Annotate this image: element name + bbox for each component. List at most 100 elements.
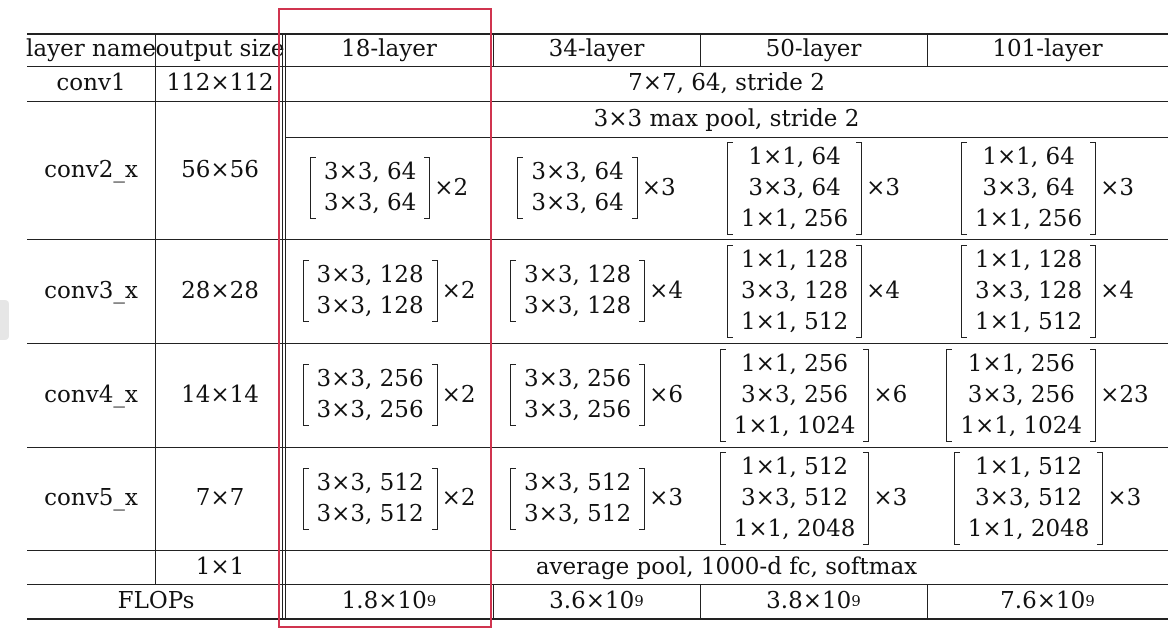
final-spec: average pool, 1000-d fc, softmax [535,553,918,580]
block-line: 3×3, 64 [531,159,624,185]
left-bracket [961,141,968,235]
block-lines: 1×1, 512 3×3, 512 1×1, 2048 [726,452,864,545]
block-multiplier: ×3 [641,174,676,201]
final-output: 1×1 [195,553,245,580]
conv2_x-block-34-layer: 3×3, 64 3×3, 64 ×3 [493,137,700,239]
block-line: 1×1, 128 [975,246,1083,273]
block-line: 3×3, 256 [741,381,849,408]
conv5_x-block-101-layer: 1×1, 512 3×3, 512 1×1, 2048 ×3 [927,447,1168,550]
flops-101-layer: 7.6×10 9 [1000,587,1095,614]
header-18-layer: 18-layer [341,36,437,62]
block-lines: 3×3, 64 3×3, 64 [523,157,631,219]
flops-value: 3.6×10 [549,587,635,614]
conv2_x-output: 56×56 [181,156,259,183]
conv5_x-name: conv5_x [44,485,138,511]
flops-label: FLOPs [117,587,195,614]
left-bracket [302,467,309,530]
block-line: 1×1, 128 [741,246,849,273]
col-rule-3 [493,33,494,66]
conv3_x-output: 28×28 [181,277,259,304]
block-lines: 1×1, 128 3×3, 128 1×1, 512 [733,245,856,338]
right-bracket [639,260,646,322]
block-multiplier: ×23 [1100,381,1149,408]
block-matrix: 3×3, 256 3×3, 256 ×2 [302,364,475,426]
block-line: 1×1, 64 [982,143,1075,170]
right-bracket [856,141,863,235]
left-bracket [727,141,734,235]
rule-conv1 [27,101,1168,102]
right-bracket [639,364,646,426]
block-lines: 3×3, 256 3×3, 256 [516,364,639,426]
col-rule-1 [155,33,156,584]
block-matrix: 1×1, 64 3×3, 64 1×1, 256 ×3 [961,141,1134,235]
conv3_x-name: conv3_x [44,277,138,304]
left-bracket [510,260,517,322]
block-line: 3×3, 512 [316,469,424,496]
conv3_x-block-18-layer: 3×3, 128 3×3, 128 ×2 [285,239,493,343]
block-matrix: 3×3, 64 3×3, 64 ×3 [517,157,676,219]
rule-header [27,66,1168,67]
col-rule-3-flops [493,584,494,618]
block-line: 3×3, 256 [316,397,424,423]
conv1-spec: 7×7, 64, stride 2 [628,70,825,96]
conv4_x-output: 14×14 [181,381,259,408]
block-line: 3×3, 128 [524,262,632,288]
right-bracket [856,244,863,338]
maxpool-spec: 3×3 max pool, stride 2 [593,105,860,132]
block-line: 3×3, 64 [531,190,624,216]
block-matrix: 1×1, 256 3×3, 256 1×1, 1024 ×23 [946,348,1149,442]
right-bracket [1090,244,1097,338]
header-50-layer: 50-layer [765,36,862,62]
conv5_x-block-34-layer: 3×3, 512 3×3, 512 ×3 [493,447,700,550]
header-34-layer: 34-layer [548,36,645,62]
flops-34-layer: 3.6×10 9 [549,587,644,614]
block-line: 1×1, 256 [967,350,1075,377]
block-line: 3×3, 128 [316,262,424,288]
right-bracket [863,452,870,545]
conv4_x-block-101-layer: 1×1, 256 3×3, 256 1×1, 1024 ×23 [927,343,1168,447]
block-line: 1×1, 1024 [733,412,856,439]
conv2_x-block-18-layer: 3×3, 64 3×3, 64 ×2 [285,137,493,239]
block-line: 3×3, 256 [524,397,632,423]
block-matrix: 3×3, 64 3×3, 64 ×2 [309,157,468,219]
right-bracket [1097,452,1104,545]
flops-50-layer: 3.8×10 9 [766,587,861,614]
left-bracket [953,452,960,545]
conv3_x-block-101-layer: 1×1, 128 3×3, 128 1×1, 512 ×4 [927,239,1168,343]
block-line: 1×1, 2048 [733,516,856,542]
block-line: 1×1, 512 [741,308,849,335]
block-line: 3×3, 256 [316,366,424,392]
left-bracket [302,364,309,426]
col-rule-4 [700,33,701,66]
rule-conv4 [27,447,1168,448]
rule-conv3 [27,343,1168,344]
block-lines: 3×3, 128 3×3, 128 [516,260,639,322]
left-bracket [719,452,726,545]
flops-value: 7.6×10 [1000,587,1086,614]
block-line: 1×1, 256 [741,205,849,232]
conv2_x-block-101-layer: 1×1, 64 3×3, 64 1×1, 256 ×3 [927,137,1168,239]
conv2_x-name: conv2_x [44,156,138,183]
block-line: 1×1, 512 [741,454,849,480]
block-multiplier: ×4 [1100,277,1134,304]
left-bracket [961,244,968,338]
conv1-name: conv1 [56,70,126,96]
left-bracket [510,467,517,530]
block-line: 1×1, 512 [975,308,1083,335]
left-bracket [946,348,953,442]
block-matrix: 1×1, 128 3×3, 128 1×1, 512 ×4 [727,244,900,338]
block-lines: 1×1, 256 3×3, 256 1×1, 1024 [952,349,1090,442]
block-multiplier: ×3 [649,485,683,511]
conv5_x-block-18-layer: 3×3, 512 3×3, 512 ×2 [285,447,493,550]
block-matrix: 1×1, 256 3×3, 256 1×1, 1024 ×6 [719,348,907,442]
conv1-output: 112×112 [166,70,274,96]
block-line: 3×3, 512 [524,500,632,527]
block-multiplier: ×3 [1107,485,1142,511]
block-lines: 3×3, 256 3×3, 256 [309,364,432,426]
scroll-tab[interactable] [0,300,9,340]
block-lines: 1×1, 256 3×3, 256 1×1, 1024 [726,349,864,442]
block-matrix: 1×1, 128 3×3, 128 1×1, 512 ×4 [961,244,1134,338]
block-matrix: 3×3, 512 3×3, 512 ×2 [302,467,475,530]
flops-value: 1.8×10 [341,587,427,614]
block-multiplier: ×3 [866,174,900,201]
